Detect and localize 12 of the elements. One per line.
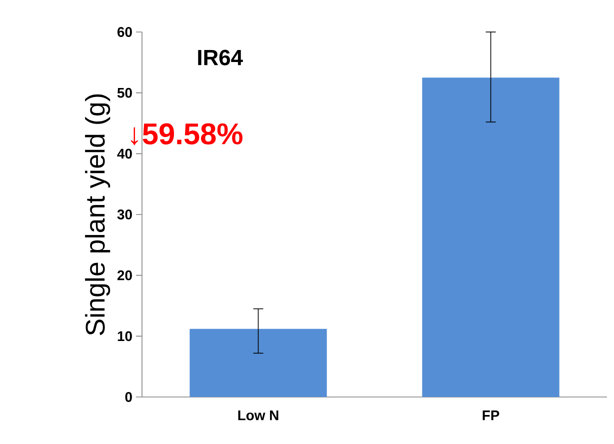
y-tick-label: 20 (117, 270, 132, 280)
y-tick-label: 60 (117, 27, 132, 37)
x-tick-label: FP (482, 410, 500, 420)
y-tick-label: 30 (117, 210, 132, 220)
y-tick-label: 50 (117, 88, 132, 98)
x-tick-label: Low N (238, 410, 278, 420)
annotation: ↓59.58% (130, 123, 242, 146)
text: IR64 (198, 50, 243, 66)
y-tick-label: 0 (125, 392, 132, 402)
y-tick-label: 10 (118, 331, 132, 342)
y-axis-title: Single plant yield (g) (85, 94, 110, 336)
y-tick-label: 40 (117, 148, 132, 159)
